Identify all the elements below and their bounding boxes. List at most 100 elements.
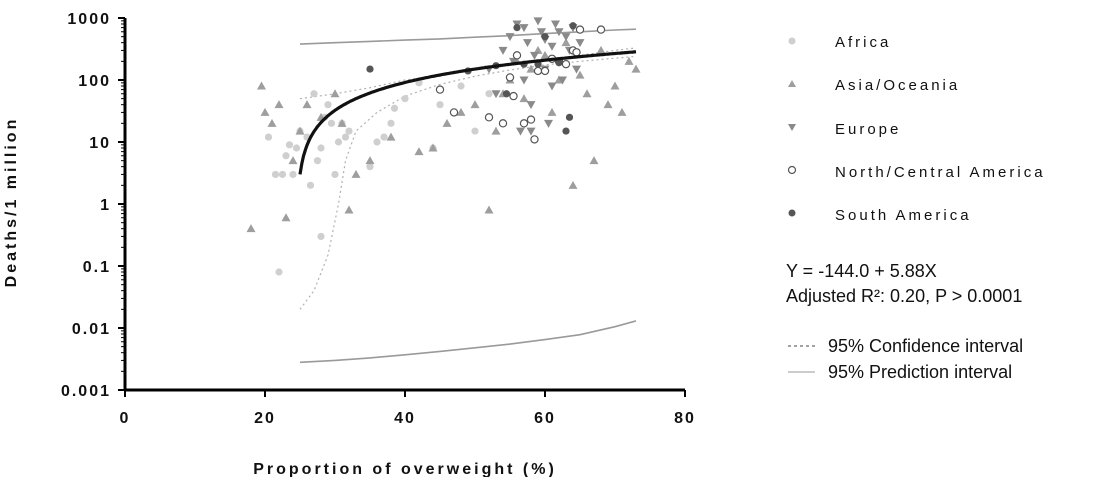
- data-point-europe: [519, 24, 529, 33]
- data-point-asia-oceania: [456, 107, 466, 116]
- data-point-asia-oceania: [617, 107, 627, 116]
- data-point-africa: [390, 104, 399, 112]
- data-point-asia-oceania: [257, 81, 266, 90]
- y-tick-label: 0.1: [83, 259, 111, 276]
- data-point-europe: [516, 127, 525, 136]
- data-point-asia-oceania: [330, 89, 340, 98]
- data-point-europe: [554, 28, 564, 37]
- data-point-europe: [498, 46, 508, 55]
- data-point-europe: [519, 76, 529, 85]
- data-point-asia-oceania: [267, 118, 277, 127]
- legend-label-asia-oceania: Asia/Oceania: [835, 77, 960, 94]
- data-point-africa: [275, 268, 283, 276]
- data-point-south-america: [541, 33, 549, 41]
- data-point-africa: [282, 152, 290, 160]
- data-point-asia-oceania: [344, 205, 354, 214]
- x-tick-label: 60: [534, 410, 556, 427]
- legend: Africa Asia/Oceania Europe North/Central…: [786, 34, 1043, 382]
- data-point-africa: [289, 170, 297, 179]
- regression-fit-stats: Adjusted R²: 0.20, P > 0.0001: [786, 286, 1022, 306]
- data-point-north-central-america: [530, 135, 539, 144]
- data-point-south-america: [569, 22, 577, 30]
- data-point-africa: [310, 90, 318, 98]
- y-tick-label: 10: [89, 135, 111, 152]
- data-point-europe: [572, 65, 581, 74]
- data-point-asia-oceania: [575, 70, 585, 79]
- data-point-asia-oceania: [302, 100, 312, 109]
- legend-label-europe: Europe: [835, 121, 901, 138]
- data-point-north-central-america: [512, 51, 522, 60]
- data-point-asia-oceania: [246, 224, 256, 233]
- data-point-africa: [345, 127, 353, 135]
- legend-label-africa: Africa: [835, 34, 891, 51]
- regression-line: [298, 50, 637, 175]
- data-point-north-central-america: [561, 59, 571, 69]
- data-point-europe: [558, 76, 567, 85]
- data-point-africa: [387, 119, 395, 127]
- y-axis-title: Deaths/1 million: [3, 117, 20, 288]
- data-point-asia-oceania: [414, 147, 424, 156]
- data-point-north-central-america: [519, 119, 529, 128]
- legend-label-confidence: 95% Confidence interval: [828, 336, 1023, 356]
- data-point-africa: [436, 101, 444, 109]
- data-point-south-america: [502, 90, 511, 98]
- data-point-africa: [324, 101, 332, 109]
- data-point-north-central-america: [540, 66, 550, 76]
- data-point-asia-oceania: [624, 56, 634, 65]
- data-point-north-central-america: [498, 119, 508, 128]
- data-point-africa: [313, 157, 322, 165]
- data-point-africa: [457, 82, 465, 90]
- data-point-asia-oceania: [561, 38, 571, 47]
- prediction-interval-upper: [299, 28, 637, 45]
- prediction-interval-lower: [299, 320, 637, 364]
- data-point-south-america: [555, 59, 563, 67]
- data-point-europe: [509, 57, 518, 66]
- legend-label-prediction: 95% Prediction interval: [828, 362, 1012, 382]
- data-point-north-central-america: [435, 85, 445, 94]
- legend-label-south-america: South America: [835, 207, 972, 224]
- data-point-north-central-america: [484, 113, 494, 122]
- data-point-north-central-america: [572, 48, 581, 57]
- data-point-north-central-america: [526, 115, 536, 124]
- data-point-north-central-america: [509, 91, 518, 101]
- plot-area: 0 20 40 60 80 0.001 0.01 0.1 1 10 100 1000: [61, 11, 694, 427]
- data-point-africa: [485, 90, 493, 98]
- data-point-asia-oceania: [526, 64, 536, 73]
- data-point-asia-oceania: [281, 213, 291, 222]
- legend-marker-south-america: [788, 209, 796, 217]
- data-point-africa: [306, 181, 315, 189]
- data-point-asia-oceania: [351, 169, 361, 178]
- data-point-africa: [401, 95, 409, 103]
- data-point-asia-oceania: [582, 89, 592, 98]
- data-point-asia-oceania: [631, 64, 641, 73]
- regression-equation: Y = -144.0 + 5.88X: [786, 261, 937, 281]
- data-point-europe: [547, 42, 557, 51]
- x-tick-label: 0: [120, 410, 131, 427]
- y-tick-label: 100: [78, 73, 111, 90]
- data-point-europe: [526, 101, 536, 110]
- data-point-asia-oceania: [470, 100, 480, 109]
- data-point-south-america: [366, 65, 374, 73]
- data-point-asia-oceania: [442, 118, 452, 127]
- data-point-asia-oceania: [386, 132, 396, 141]
- data-point-asia-oceania: [610, 81, 620, 90]
- data-point-north-central-america: [596, 25, 606, 34]
- data-point-europe: [505, 33, 515, 42]
- y-tick-label: 1000: [67, 11, 111, 28]
- data-point-africa: [380, 133, 388, 141]
- data-point-europe: [491, 90, 501, 99]
- data-point-asia-oceania: [547, 107, 557, 116]
- data-point-asia-oceania: [484, 205, 494, 214]
- data-point-north-central-america: [575, 25, 585, 34]
- x-tick-label: 20: [254, 410, 276, 427]
- data-point-asia-oceania: [596, 45, 606, 54]
- data-point-asia-oceania: [540, 50, 550, 59]
- legend-marker-asia-oceania: [788, 80, 796, 87]
- y-tick-label: 0.01: [72, 321, 111, 338]
- data-point-africa: [366, 163, 374, 171]
- legend-marker-africa: [788, 37, 796, 45]
- data-point-africa: [264, 133, 273, 141]
- data-point-africa: [285, 141, 294, 149]
- data-point-asia-oceania: [337, 118, 347, 127]
